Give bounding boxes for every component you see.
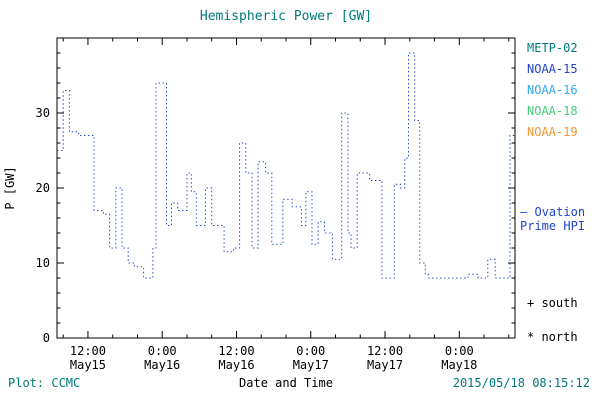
ovation-text-1: Ovation bbox=[534, 205, 586, 219]
y-tick-label: 0 bbox=[43, 331, 50, 345]
x-axis-title: Date and Time bbox=[239, 376, 333, 390]
ovation-text-2: Prime HPI bbox=[520, 219, 586, 233]
legend-item-metp-02: METP-02 bbox=[527, 41, 578, 55]
x-tick-time-label: 12:00 bbox=[70, 344, 106, 358]
y-axis-title: P [GW] bbox=[3, 166, 17, 209]
satellite-legend: METP-02 NOAA-15 NOAA-16 NOAA-18 NOAA-19 bbox=[527, 38, 578, 143]
legend-item-noaa-15: NOAA-15 bbox=[527, 62, 578, 76]
x-tick-date-label: May16 bbox=[144, 358, 180, 372]
ovation-label-line1: — Ovation bbox=[520, 205, 585, 219]
legend-item-noaa-18: NOAA-18 bbox=[527, 104, 578, 118]
x-tick-time-label: 0:00 bbox=[445, 344, 474, 358]
ovation-line-sample: — bbox=[520, 205, 528, 219]
south-marker-label: + south bbox=[527, 296, 578, 310]
north-marker-label: * north bbox=[527, 330, 578, 344]
plot-credit: Plot: CCMC bbox=[8, 376, 81, 390]
y-tick-label: 10 bbox=[36, 256, 50, 270]
ovation-label: — Ovation Prime HPI bbox=[520, 205, 585, 233]
hpi-series-path bbox=[57, 52, 515, 279]
chart-title: Hemispheric Power [GW] bbox=[199, 9, 373, 24]
x-tick-date-label: May18 bbox=[441, 358, 477, 372]
x-tick-time-label: 0:00 bbox=[296, 344, 325, 358]
x-tick-date-label: May15 bbox=[70, 358, 106, 372]
y-tick-label: 20 bbox=[36, 181, 50, 195]
x-tick-date-label: May17 bbox=[367, 358, 403, 372]
y-tick-label: 30 bbox=[36, 106, 50, 120]
timestamp: 2015/05/18 08:15:12 bbox=[452, 376, 590, 390]
legend-item-noaa-16: NOAA-16 bbox=[527, 83, 578, 97]
x-tick-time-label: 12:00 bbox=[367, 344, 403, 358]
legend-item-noaa-19: NOAA-19 bbox=[527, 125, 578, 139]
x-tick-time-label: 0:00 bbox=[148, 344, 177, 358]
x-tick-date-label: May17 bbox=[293, 358, 329, 372]
plot-frame bbox=[56, 37, 516, 339]
x-tick-date-label: May16 bbox=[218, 358, 254, 372]
x-tick-time-label: 12:00 bbox=[218, 344, 254, 358]
